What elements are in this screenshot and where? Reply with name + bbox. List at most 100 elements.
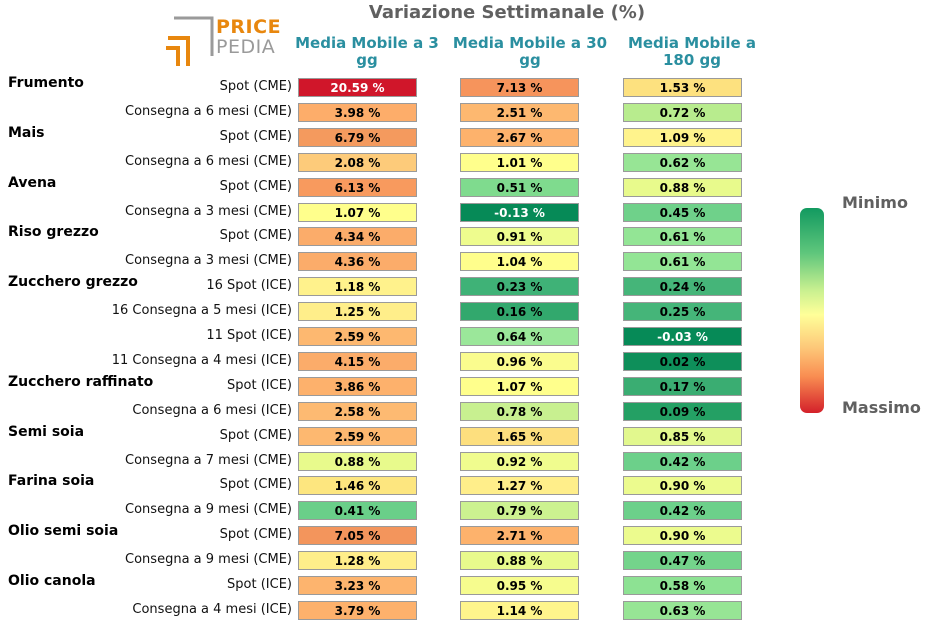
commodity-group-label: Olio canola — [8, 573, 96, 589]
heatmap-cell: 3.79 % — [298, 600, 417, 620]
heatmap-cell: 0.42 % — [623, 451, 742, 471]
heatmap-cell: 0.09 % — [623, 401, 742, 421]
heatmap-cell: 2.51 % — [460, 102, 579, 122]
contract-label: Consegna a 4 mesi (ICE) — [132, 601, 292, 617]
heatmap-cell: 3.23 % — [298, 576, 417, 595]
logo-text-pedia: PEDIA — [216, 36, 276, 58]
heatmap-cell: 0.90 % — [623, 526, 742, 546]
column-header-180gg: Media Mobile a 180 gg — [627, 34, 757, 69]
heatmap-cell: 1.18 % — [298, 277, 417, 297]
heatmap-cell: 20.59 % — [298, 78, 417, 97]
contract-label: Spot (CME) — [219, 477, 292, 493]
heatmap-cell: 1.25 % — [298, 302, 417, 322]
heatmap-cell: 0.88 % — [623, 177, 742, 197]
contract-label: Consegna a 6 mesi (ICE) — [132, 402, 292, 418]
commodity-group-label: Olio semi soia — [8, 523, 119, 540]
commodity-group-label: Farina soia — [8, 473, 95, 490]
heatmap-cell: 0.24 % — [623, 277, 742, 297]
heatmap-cell: 0.85 % — [623, 426, 742, 446]
commodity-group-label: Zucchero grezzo — [8, 274, 138, 291]
heatmap-cell: 0.96 % — [460, 351, 579, 371]
heatmap-cell: 1.07 % — [460, 376, 579, 396]
logo-mark-icon — [166, 16, 214, 66]
heatmap-cell: 7.05 % — [298, 526, 417, 546]
heatmap-cell: 0.88 % — [298, 451, 417, 471]
legend-max-label: Massimo — [842, 398, 921, 417]
heatmap-cell: 1.14 % — [460, 600, 579, 620]
heatmap-cell: 0.45 % — [623, 202, 742, 222]
heatmap-cell: 4.34 % — [298, 227, 417, 247]
contract-label: Spot (CME) — [219, 178, 292, 194]
heatmap-cell: 7.13 % — [460, 78, 579, 97]
commodity-group-label: Mais — [8, 124, 45, 141]
heatmap-cell: 0.64 % — [460, 327, 579, 346]
heatmap-cell: 0.25 % — [623, 302, 742, 322]
heatmap-cell: 3.98 % — [298, 102, 417, 122]
heatmap-cell: 2.71 % — [460, 526, 579, 546]
legend-min-label: Minimo — [842, 193, 908, 212]
commodity-group-label: Semi soia — [8, 423, 85, 440]
heatmap-cell: 4.15 % — [298, 351, 417, 371]
heatmap-cell: 1.28 % — [298, 551, 417, 571]
heatmap-cell: 0.61 % — [623, 252, 742, 272]
heatmap-cell: 4.36 % — [298, 252, 417, 272]
heatmap-cell: 1.65 % — [460, 426, 579, 446]
chart-title: Variazione Settimanale (%) — [368, 2, 646, 23]
heatmap-cell: 0.91 % — [460, 227, 579, 247]
heatmap-cell: 1.04 % — [460, 252, 579, 272]
heatmap-cell: 1.07 % — [298, 202, 417, 222]
contract-label: Spot (CME) — [219, 427, 292, 443]
contract-label: Consegna a 6 mesi (CME) — [125, 103, 292, 119]
contract-label: Consegna a 3 mesi (CME) — [125, 253, 292, 269]
heatmap-cell: 0.79 % — [460, 501, 579, 521]
heatmap-cell: 2.58 % — [298, 401, 417, 421]
contract-label: 16 Spot (ICE) — [206, 278, 292, 294]
heatmap-cell: 0.78 % — [460, 401, 579, 421]
commodity-group-label: Riso grezzo — [8, 224, 99, 241]
heatmap-cell: 0.51 % — [460, 177, 579, 197]
heatmap-cell: -0.03 % — [623, 327, 742, 346]
heatmap-cell: 1.53 % — [623, 78, 742, 97]
heatmap-cell: 0.16 % — [460, 302, 579, 322]
heatmap-cell: -0.13 % — [460, 202, 579, 222]
heatmap-cell: 0.17 % — [623, 376, 742, 396]
heatmap-cell: 0.95 % — [460, 576, 579, 595]
contract-label: Spot (ICE) — [227, 577, 292, 592]
contract-label: 11 Consegna a 4 mesi (ICE) — [111, 352, 292, 368]
heatmap-cell: 0.88 % — [460, 551, 579, 571]
heatmap-cell: 0.42 % — [623, 501, 742, 521]
heatmap-cell: 1.01 % — [460, 152, 579, 172]
heatmap-cell: 3.86 % — [298, 376, 417, 396]
commodity-group-label: Zucchero raffinato — [8, 373, 154, 390]
color-scale-bar — [800, 208, 824, 413]
heatmap-cell: 0.90 % — [623, 476, 742, 496]
heatmap-cell: 0.92 % — [460, 451, 579, 471]
commodity-group-label: Frumento — [8, 75, 84, 91]
heatmap-cell: 0.72 % — [623, 102, 742, 122]
heatmap-cell: 6.79 % — [298, 127, 417, 147]
contract-label: Spot (CME) — [219, 228, 292, 244]
column-header-3gg: Media Mobile a 3 gg — [295, 34, 439, 69]
heatmap-cell: 0.58 % — [623, 576, 742, 595]
contract-label: Spot (CME) — [219, 79, 292, 94]
heatmap-cell: 2.67 % — [460, 127, 579, 147]
heatmap-cell: 0.61 % — [623, 227, 742, 247]
heatmap-cell: 0.23 % — [460, 277, 579, 297]
heatmap-cell: 0.02 % — [623, 351, 742, 371]
heatmap-cell: 2.59 % — [298, 426, 417, 446]
heatmap-cell: 1.46 % — [298, 476, 417, 496]
commodity-group-label: Avena — [8, 174, 57, 191]
column-header-30gg: Media Mobile a 30 gg — [452, 34, 608, 69]
contract-label: Spot (CME) — [219, 128, 292, 144]
contract-label: Consegna a 3 mesi (CME) — [125, 203, 292, 219]
heatmap-cell: 6.13 % — [298, 177, 417, 197]
heatmap-cell: 2.59 % — [298, 327, 417, 346]
heatmap-cell: 1.09 % — [623, 127, 742, 147]
contract-label: Consegna a 9 mesi (CME) — [125, 502, 292, 518]
contract-label: 11 Spot (ICE) — [206, 328, 292, 343]
heatmap-cell: 0.62 % — [623, 152, 742, 172]
contract-label: Consegna a 7 mesi (CME) — [125, 452, 292, 468]
heatmap-cell: 2.08 % — [298, 152, 417, 172]
heatmap-cell: 0.41 % — [298, 501, 417, 521]
logo-text-price: PRICE — [216, 16, 282, 38]
